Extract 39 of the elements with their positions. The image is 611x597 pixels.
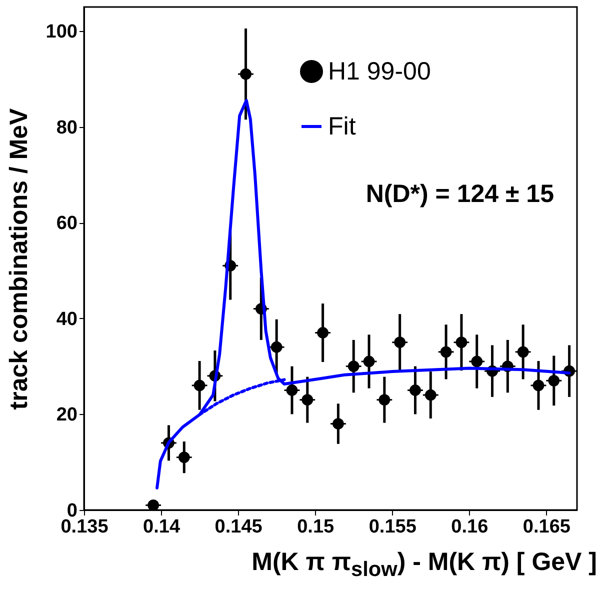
point [332, 418, 344, 430]
point [348, 360, 360, 372]
x-tick-label: 0.14 [143, 516, 180, 538]
point [440, 346, 452, 358]
point [240, 68, 252, 80]
annotation: N(D*) = 124 ± 15 [366, 180, 554, 208]
point [517, 346, 529, 358]
y-tick-label: 40 [56, 308, 78, 330]
x-tick-label: 0.165 [522, 516, 571, 538]
point [148, 500, 160, 511]
point [178, 452, 190, 463]
point [270, 341, 282, 353]
point [194, 380, 206, 392]
legend-label: Fit [328, 112, 356, 140]
point [317, 327, 328, 338]
x-tick-label: 0.135 [60, 516, 109, 538]
x-tick-label: 0.15 [297, 516, 335, 538]
point [286, 384, 298, 396]
legend-label: H1 99-00 [328, 58, 431, 86]
y-axis-title: track combinations / MeV [4, 108, 33, 410]
point [548, 374, 560, 386]
point [424, 389, 436, 401]
x-tick-label: 0.16 [451, 516, 488, 538]
point [410, 384, 421, 396]
point [363, 356, 375, 368]
point [394, 336, 406, 348]
line-series [198, 378, 286, 416]
y-tick-label: 80 [56, 117, 78, 138]
point [378, 394, 390, 406]
point [532, 380, 544, 392]
point [471, 356, 483, 368]
x-tick-label: 0.155 [368, 516, 417, 538]
point [456, 336, 468, 348]
x-tick-label: 0.145 [214, 516, 263, 538]
y-tick-label: 100 [46, 21, 78, 42]
y-tick-label: 60 [56, 213, 78, 234]
x-axis-title: M(K π π$_{slow}$) - M(K π) [ GeV ] [252, 548, 597, 582]
y-tick-label: 20 [56, 404, 78, 426]
point [302, 394, 314, 406]
